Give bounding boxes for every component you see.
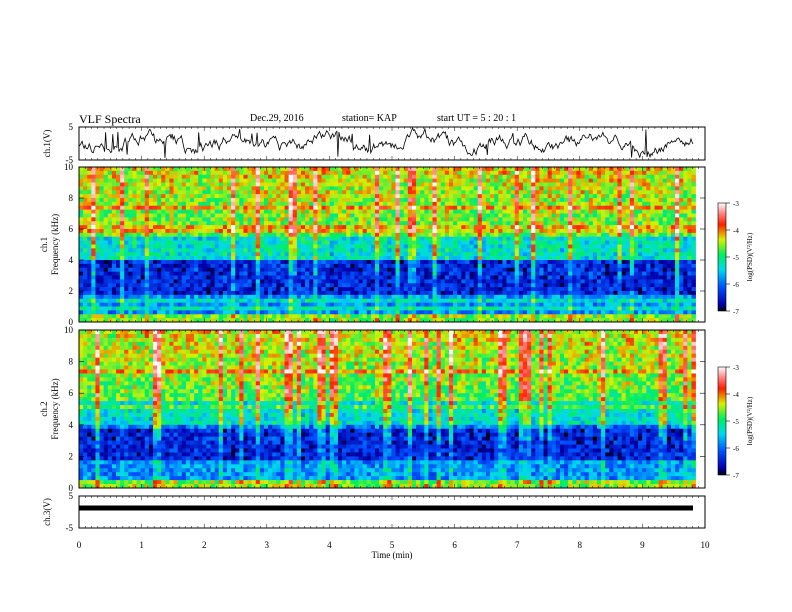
y-tick-label: 5	[69, 491, 74, 501]
colorbar-tick-label: -4	[733, 391, 739, 399]
y-axis-label: ch.3(V)	[42, 498, 52, 526]
y-axis-label-frequency: Frequency (kHz)	[50, 214, 60, 275]
y-tick-label: 6	[69, 388, 74, 398]
x-tick-label: 1	[139, 540, 144, 550]
y-tick-label: 0	[69, 317, 74, 327]
start-time-label: start UT = 5 : 20 : 1	[437, 113, 517, 124]
ch2-colorbar	[717, 366, 727, 476]
x-tick-label: 10	[701, 540, 711, 550]
y-tick-label: 0	[69, 483, 74, 493]
x-tick-label: 4	[327, 540, 332, 550]
colorbar-tick-label: -5	[733, 418, 739, 426]
ch2-spectrogram-image	[79, 330, 696, 489]
ch1-waveform-line	[78, 126, 694, 159]
colorbar-label: log(PSD)(V²/Hz)	[746, 396, 754, 445]
colorbar-tick-label: -4	[733, 227, 739, 235]
ch1-spectrogram-image	[79, 167, 696, 323]
y-tick-label: 2	[69, 286, 74, 296]
axis-ticks	[78, 127, 706, 528]
x-tick-label: 3	[265, 540, 270, 550]
date-label: Dec.29, 2016	[250, 113, 304, 124]
y-tick-label: 5	[69, 122, 74, 132]
x-tick-label: 8	[578, 540, 583, 550]
y-axis-label: ch.1(V)	[42, 130, 52, 158]
x-tick-label: 0	[77, 540, 82, 550]
y-axis-label-channel: ch.1	[39, 237, 49, 252]
y-tick-label: 8	[69, 193, 74, 203]
x-axis-label: Time (min)	[372, 550, 413, 560]
ch3-waveform-panel	[78, 495, 706, 529]
y-axis-label-frequency: Frequency (kHz)	[50, 378, 60, 439]
ch1-colorbar	[717, 202, 727, 312]
colorbar-ticks: -3 -4 -5 -6 -7 log(PSD)(V²/Hz) -3 -4 -5 -6 -7 log(P…	[726, 200, 754, 480]
x-tick-label: 2	[202, 540, 207, 550]
colorbar-label: log(PSD)(V²/Hz)	[746, 232, 754, 281]
y-tick-label: 4	[69, 255, 74, 265]
x-tick-label: 6	[452, 540, 457, 550]
y-tick-label: 2	[69, 451, 74, 461]
x-tick-label: 7	[515, 540, 520, 550]
colorbar-tick-label: -3	[733, 200, 739, 208]
colorbar-tick-label: -7	[733, 472, 739, 480]
colorbar-tick-label: -6	[733, 445, 739, 453]
y-tick-label: 10	[64, 325, 74, 335]
y-tick-label: 4	[69, 420, 74, 430]
x-tick-label: 5	[390, 540, 395, 550]
colorbar-tick-label: -5	[733, 254, 739, 262]
colorbar-tick-label: -3	[733, 364, 739, 372]
station-label: station= KAP	[342, 113, 397, 124]
y-tick-label: 10	[64, 162, 74, 172]
x-tick-label: 9	[640, 540, 645, 550]
colorbar-tick-label: -6	[733, 281, 739, 289]
y-tick-label: 8	[69, 357, 74, 367]
y-tick-label: 6	[69, 224, 74, 234]
chart-title: VLF Spectra	[79, 112, 141, 126]
y-axis-label-channel: ch.2	[39, 401, 49, 416]
y-tick-label: -5	[66, 523, 74, 533]
colorbar-tick-label: -7	[733, 308, 739, 316]
y-tick-label: -5	[66, 155, 74, 165]
